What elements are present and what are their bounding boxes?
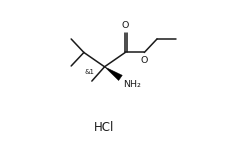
Text: HCl: HCl — [94, 121, 115, 134]
Text: O: O — [122, 21, 129, 30]
Text: &1: &1 — [84, 69, 94, 75]
Polygon shape — [105, 67, 122, 80]
Text: O: O — [141, 56, 148, 66]
Text: NH₂: NH₂ — [123, 80, 141, 89]
